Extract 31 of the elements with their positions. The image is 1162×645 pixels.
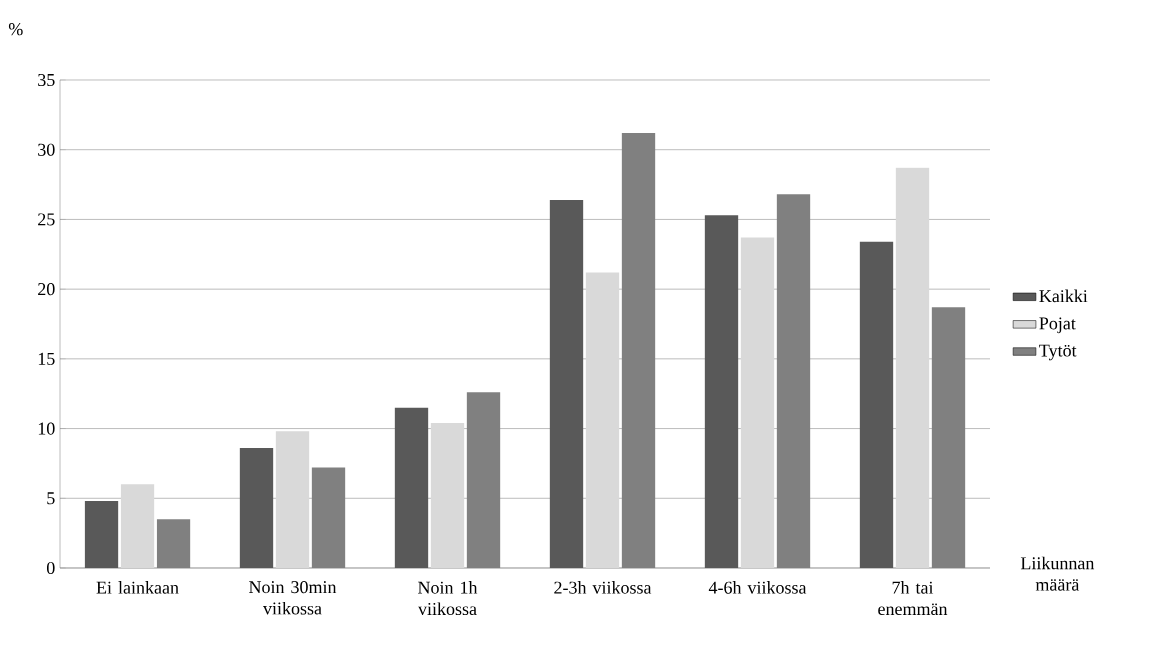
x-tick-label: Noin 1h viikossa bbox=[418, 580, 478, 615]
y-tick-label: 30 bbox=[38, 143, 55, 156]
legend-label: Kaikki bbox=[1039, 289, 1088, 303]
bar bbox=[430, 422, 465, 568]
bar bbox=[704, 215, 739, 568]
y-tick-label: 20 bbox=[38, 282, 55, 296]
y-tick-label: 25 bbox=[38, 213, 55, 226]
bar bbox=[394, 407, 429, 568]
bar bbox=[275, 431, 310, 568]
x-tick-label: Ei lainkaan bbox=[96, 580, 179, 594]
bar bbox=[549, 199, 584, 568]
y-tick-label: 0 bbox=[46, 561, 55, 574]
bar bbox=[585, 272, 620, 568]
bar bbox=[859, 241, 894, 568]
bar bbox=[84, 500, 119, 568]
y-tick-label: 10 bbox=[38, 422, 55, 435]
x-tick-label: 2-3h viikossa bbox=[554, 580, 652, 594]
x-axis-title: Liikunnan määrä bbox=[1020, 556, 1095, 591]
y-axis-title: % bbox=[8, 22, 23, 36]
y-tick-label: 35 bbox=[38, 73, 55, 86]
bar bbox=[895, 167, 930, 568]
bar bbox=[740, 237, 775, 568]
y-tick-label: 5 bbox=[47, 492, 55, 505]
x-tick-label: 4-6h viikossa bbox=[708, 580, 807, 594]
x-tick-label: Noin 30min viikossa bbox=[249, 580, 337, 615]
x-tick-label: 7h tai enemmän bbox=[878, 580, 948, 615]
legend-label: Pojat bbox=[1039, 317, 1076, 333]
bar bbox=[120, 484, 155, 568]
legend-label: Tytöt bbox=[1039, 344, 1077, 361]
bar bbox=[239, 447, 274, 568]
y-tick-label: 15 bbox=[38, 352, 55, 365]
